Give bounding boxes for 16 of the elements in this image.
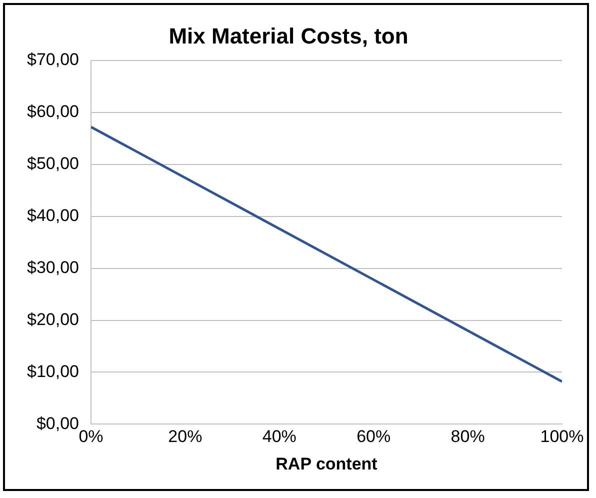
y-tick-label: $0,00	[36, 414, 79, 433]
y-tick-label: $10,00	[26, 362, 79, 381]
x-tick-label: 100%	[540, 427, 584, 446]
y-tick-label: $20,00	[26, 310, 79, 329]
chart-title: Mix Material Costs, ton	[168, 23, 408, 48]
x-tick-label: 0%	[78, 427, 104, 446]
y-tick-label: $30,00	[26, 258, 79, 277]
x-tick-label: 20%	[168, 427, 202, 446]
y-tick-label: $70,00	[26, 50, 79, 70]
x-axis-title: RAP content	[276, 454, 378, 474]
y-tick-label: $60,00	[26, 102, 79, 122]
x-tick-label: 80%	[450, 427, 485, 446]
x-tick-label: 40%	[262, 427, 296, 446]
y-tick-label: $40,00	[26, 206, 79, 225]
x-tick-label: 60%	[356, 427, 391, 446]
y-tick-label: $50,00	[26, 154, 79, 174]
